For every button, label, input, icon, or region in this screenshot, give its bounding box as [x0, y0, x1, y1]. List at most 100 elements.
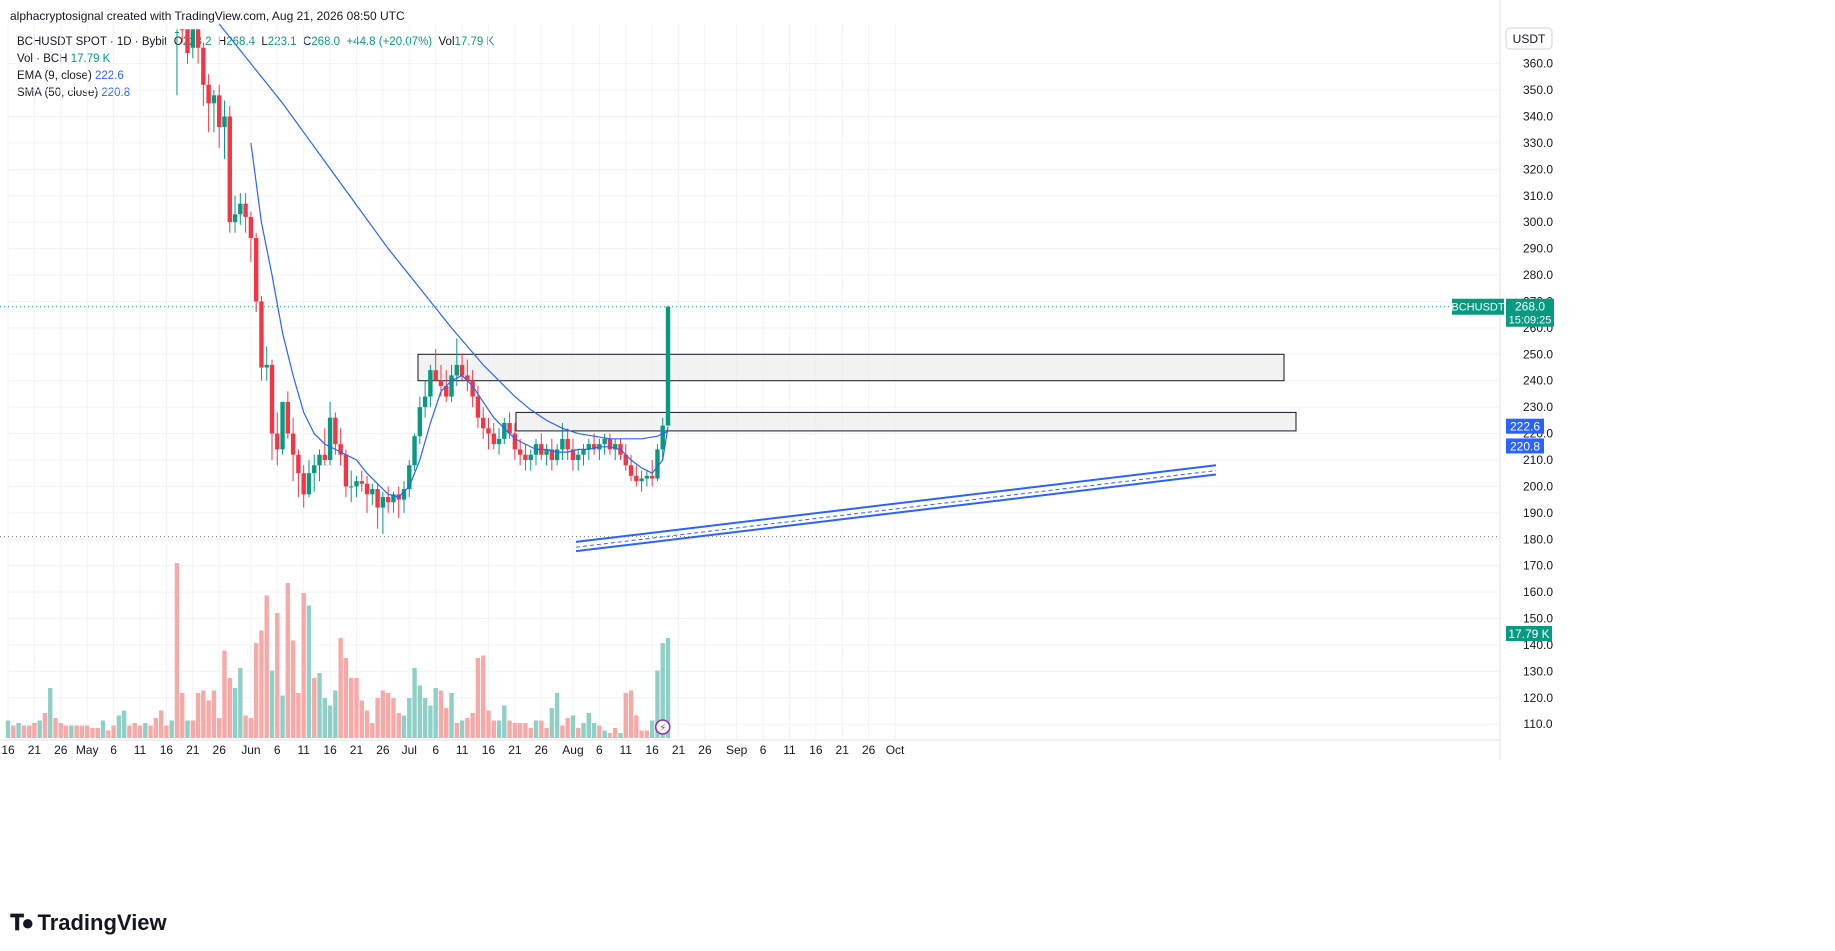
volume-bar	[465, 718, 470, 738]
support-zone[interactable]	[515, 411, 1297, 432]
candle-body	[613, 444, 618, 450]
volume-bar	[132, 723, 137, 738]
resistance-zone[interactable]	[417, 353, 1285, 382]
symbol-price-tag	[1452, 298, 1504, 315]
candle-body	[565, 438, 570, 450]
volume-bar	[597, 725, 602, 738]
price-tick-label: 290.0	[1523, 242, 1553, 256]
volume-bar	[444, 708, 449, 738]
date-tick-label: 6	[432, 743, 439, 757]
volume-bar	[665, 638, 671, 738]
volume-bar	[370, 723, 375, 738]
candle-body	[401, 489, 407, 500]
price-tick-label: 120.0	[1523, 691, 1553, 705]
ema-value: 222.6	[94, 70, 124, 82]
date-tick-label: 21	[836, 743, 850, 757]
price-tick-label: 180.0	[1523, 532, 1553, 546]
alert-icon[interactable]	[654, 719, 671, 735]
candle-body	[180, 29, 185, 31]
candle-body	[227, 116, 232, 223]
currency-button[interactable]	[1505, 27, 1553, 50]
candle-body	[211, 95, 217, 104]
vol-indicator-label: Vol · BCH	[17, 53, 68, 65]
candle-body	[338, 444, 343, 455]
date-tick-label: 16	[482, 743, 496, 757]
price-tick-label: 310.0	[1523, 189, 1553, 203]
volume-bar	[391, 698, 396, 738]
volume-bar	[491, 720, 496, 738]
volume-bar	[253, 643, 259, 738]
candle-body	[364, 483, 370, 495]
ema-price-value: 222.6	[1510, 420, 1540, 434]
candle-body	[317, 454, 322, 466]
volume-bar	[26, 725, 32, 738]
volume-bar	[343, 658, 349, 738]
vol-row[interactable]: Vol · BCH 17.79 K	[17, 51, 494, 68]
volume-bar	[507, 720, 512, 738]
volume-bar	[565, 718, 570, 738]
candle-body	[306, 473, 312, 495]
volume-bar	[116, 715, 122, 738]
candle-body	[644, 475, 650, 479]
candle-body	[296, 454, 301, 474]
candle-body	[343, 454, 349, 487]
candle-body	[301, 473, 306, 495]
volume-bar	[79, 725, 85, 738]
ohlc-low: 223.1	[267, 36, 297, 48]
tradingview-logo[interactable]: 𝐓● TradingView	[10, 910, 167, 936]
volume-bar	[164, 725, 169, 738]
candle-body	[285, 401, 291, 434]
candle-body	[243, 203, 248, 217]
chart-legend: BCHUSDT SPOT · 1D · Bybit O223.2 H268.4 …	[17, 34, 494, 102]
volume-bar	[16, 723, 21, 738]
price-chart[interactable]: USDT 360.0 350.0 340.0 330.0 320.0 310.0 300.0 2…	[0, 0, 1835, 900]
volume-bar	[275, 613, 280, 738]
candle-body	[475, 396, 481, 418]
volume-bar	[185, 720, 190, 738]
volume-bar	[454, 723, 459, 738]
price-tick-label: 320.0	[1523, 162, 1553, 176]
candle-body	[428, 370, 433, 397]
sma-50-line[interactable]	[218, 23, 669, 440]
volume-bar	[623, 693, 628, 738]
date-tick-label: Oct	[886, 743, 905, 757]
candle-body	[649, 475, 655, 479]
volume-bar	[48, 688, 53, 738]
candle-body	[570, 449, 576, 460]
volume-bar	[586, 713, 591, 738]
date-tick-label: Sep	[726, 743, 748, 757]
candle-body	[190, 29, 195, 48]
ema-row[interactable]: EMA (9, close) 222.6	[17, 68, 494, 85]
volume-bar	[37, 720, 42, 738]
candle-body	[444, 386, 449, 397]
volume-bar	[333, 690, 338, 738]
candle-body	[354, 481, 359, 487]
trendline-lower[interactable]	[575, 473, 1217, 553]
date-tick-label: 16	[160, 743, 174, 757]
volume-bar	[69, 725, 74, 738]
candle-body	[549, 449, 555, 460]
date-tick-label: 26	[213, 743, 227, 757]
volume-bar	[412, 668, 417, 738]
last-price-tag	[1506, 298, 1554, 327]
candle-body	[665, 306, 671, 426]
volume-bar	[90, 728, 95, 738]
date-tick-label: 16	[809, 743, 823, 757]
currency-label: USDT	[1513, 32, 1546, 46]
volume-bar	[195, 693, 201, 738]
price-tick-label: 280.0	[1523, 268, 1553, 282]
candle-body	[655, 449, 660, 479]
ema-9-line[interactable]	[250, 142, 669, 498]
candle-body	[491, 433, 496, 445]
candle-body	[581, 449, 586, 455]
candle-body	[470, 380, 475, 397]
date-tick-label: 16	[645, 743, 659, 757]
volume-bar	[11, 725, 16, 738]
volume-bar	[576, 728, 581, 738]
price-tick-label: 300.0	[1523, 215, 1553, 229]
price-tick-label: 360.0	[1523, 57, 1553, 71]
symbol-line[interactable]: BCHUSDT SPOT · 1D · Bybit	[17, 36, 168, 48]
trendline-upper[interactable]	[575, 464, 1217, 543]
volume-bar	[222, 650, 227, 738]
price-tick-label: 350.0	[1523, 83, 1553, 97]
